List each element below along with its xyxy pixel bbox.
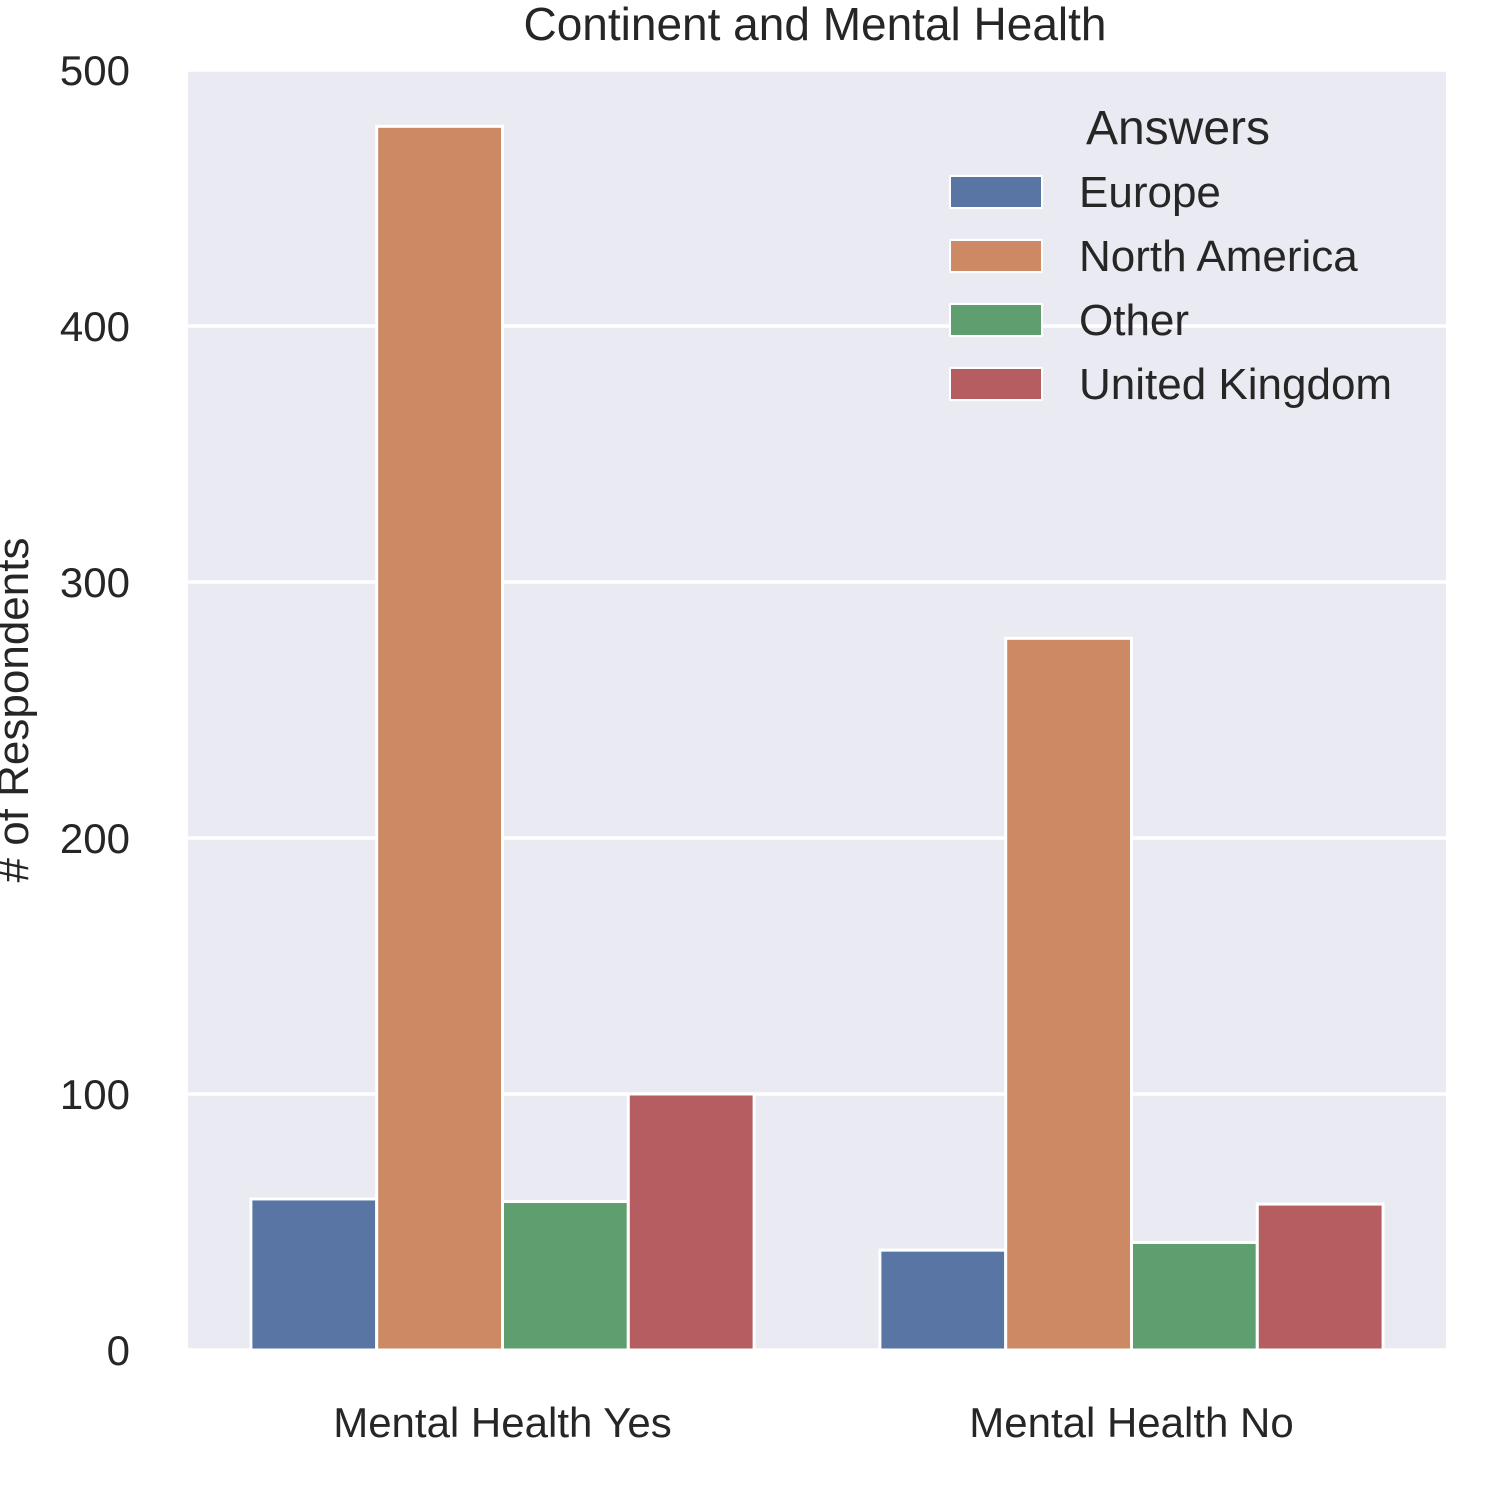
y-tick-label: 200 [60,815,130,862]
y-tick-label: 100 [60,1071,130,1118]
x-tick-label: Mental Health No [969,1399,1294,1446]
bar [1004,636,1134,1352]
y-tick-label: 0 [107,1327,130,1374]
legend-title: Answers [1086,102,1270,155]
legend-label: United Kingdom [1079,360,1392,409]
y-tick-label: 400 [60,303,130,350]
legend-swatch [949,239,1043,273]
x-tick-labels: Mental Health Yes Mental Health No [333,1399,1294,1446]
legend-items: Europe North America Other United Kingdom [949,168,1392,409]
y-tick-label: 500 [60,47,130,94]
bar [249,1197,379,1352]
legend-label: North America [1079,232,1358,281]
bar [501,1200,630,1352]
bars [249,124,1385,1352]
legend: Answers Europe North America Other United K… [949,102,1392,409]
y-tick-label: 300 [60,559,130,606]
legend-label: Europe [1079,168,1221,217]
legend-label: Other [1079,296,1189,345]
bar [1255,1202,1385,1352]
legend-swatch [949,303,1043,337]
bar [626,1092,756,1352]
y-tick-labels: 0 100 200 300 400 500 [60,47,130,1374]
chart-title: Continent and Mental Health [523,0,1106,50]
bar [375,124,505,1352]
legend-swatch [949,367,1043,401]
bar [1130,1240,1259,1352]
y-axis-label: # of Respondents [0,538,38,883]
legend-swatch [949,175,1043,209]
x-tick-label: Mental Health Yes [333,1399,672,1446]
bar [878,1248,1008,1352]
